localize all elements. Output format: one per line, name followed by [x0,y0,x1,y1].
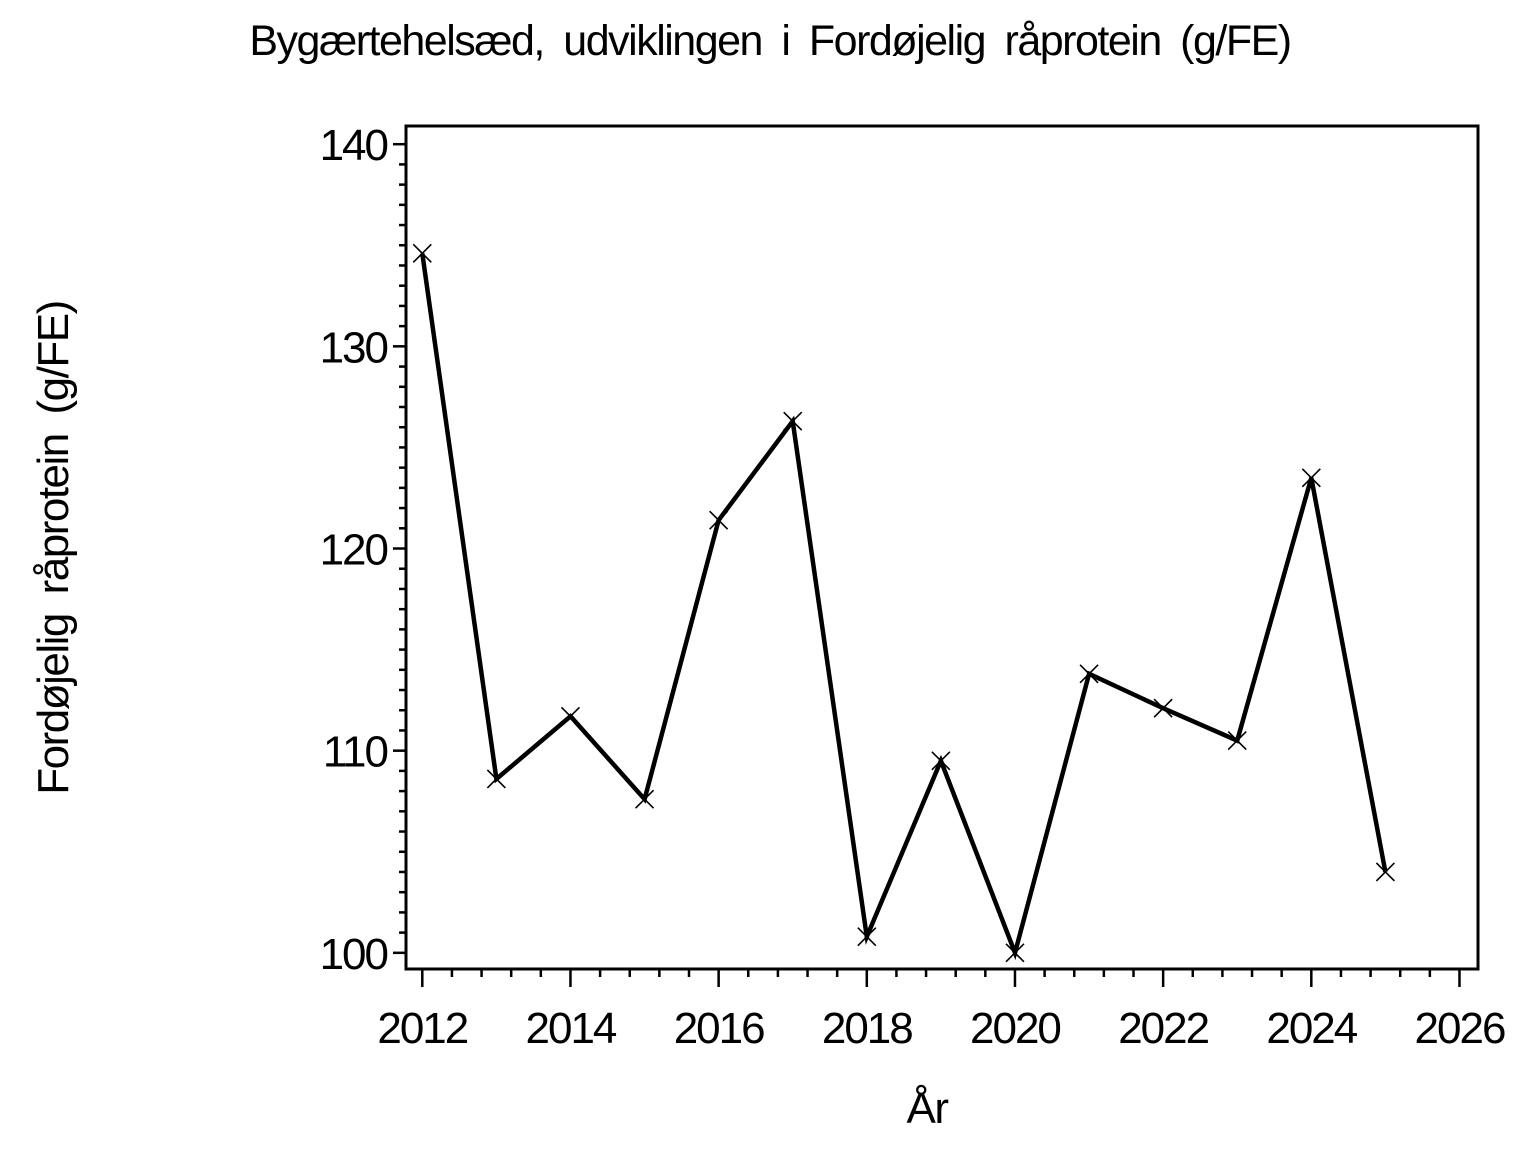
marker-stroke [412,243,432,263]
data-point-marker [1005,943,1025,963]
marker-stroke [857,927,877,947]
series-line [420,253,1388,961]
data-point-marker [486,769,506,789]
x-tick-label: 2022 [1118,1004,1208,1053]
marker-stroke [1153,698,1173,718]
marker-stroke [783,411,803,431]
axis-tick-labels: 100 110 120 130 140 2012 2014 2016 2018 2020 2022 2… [320,121,1507,1053]
data-series [420,253,1388,961]
y-tick-label: 120 [320,526,388,575]
data-point-marker [1153,698,1173,718]
data-point-marker [634,789,655,809]
data-markers [412,243,1395,963]
axis-ticks [393,142,1461,987]
x-tick-label: 2012 [377,1004,467,1053]
marker-stroke [560,706,581,726]
data-point-marker [1375,862,1395,882]
y-tick-label: 110 [323,728,388,777]
plot-area [404,124,1480,971]
data-point-marker [709,510,729,530]
x-axis-label: År [907,1084,949,1133]
y-axis-label: Fordøjelig råprotein (g/FE) [29,301,78,794]
x-tick-label: 2026 [1415,1004,1505,1053]
marker-stroke [931,751,951,771]
marker-stroke [1375,862,1395,882]
data-point-marker [857,927,877,947]
data-point-marker [412,243,432,263]
data-point-marker [1301,468,1321,488]
x-tick-label: 2014 [526,1004,617,1053]
y-tick-label: 100 [320,930,388,979]
data-point-marker [1079,664,1099,684]
marker-stroke [709,510,729,530]
marker-stroke [1227,730,1247,751]
data-point-marker [560,706,581,726]
x-tick-label: 2024 [1266,1004,1357,1053]
chart-title: Bygærtehelsæd, udviklingen i Fordøjelig … [249,17,1290,65]
marker-stroke [1005,943,1025,963]
x-tick-label: 2018 [822,1004,912,1053]
marker-stroke [1301,468,1321,488]
x-tick-label: 2020 [970,1004,1060,1053]
data-point-marker [1227,730,1247,751]
y-tick-label: 130 [320,323,388,372]
marker-stroke [634,789,655,809]
data-point-marker [931,751,951,771]
x-tick-label: 2016 [674,1004,764,1053]
y-tick-label: 140 [320,121,388,170]
data-point-marker [783,411,803,431]
marker-stroke [1079,664,1099,684]
marker-stroke [486,769,506,789]
